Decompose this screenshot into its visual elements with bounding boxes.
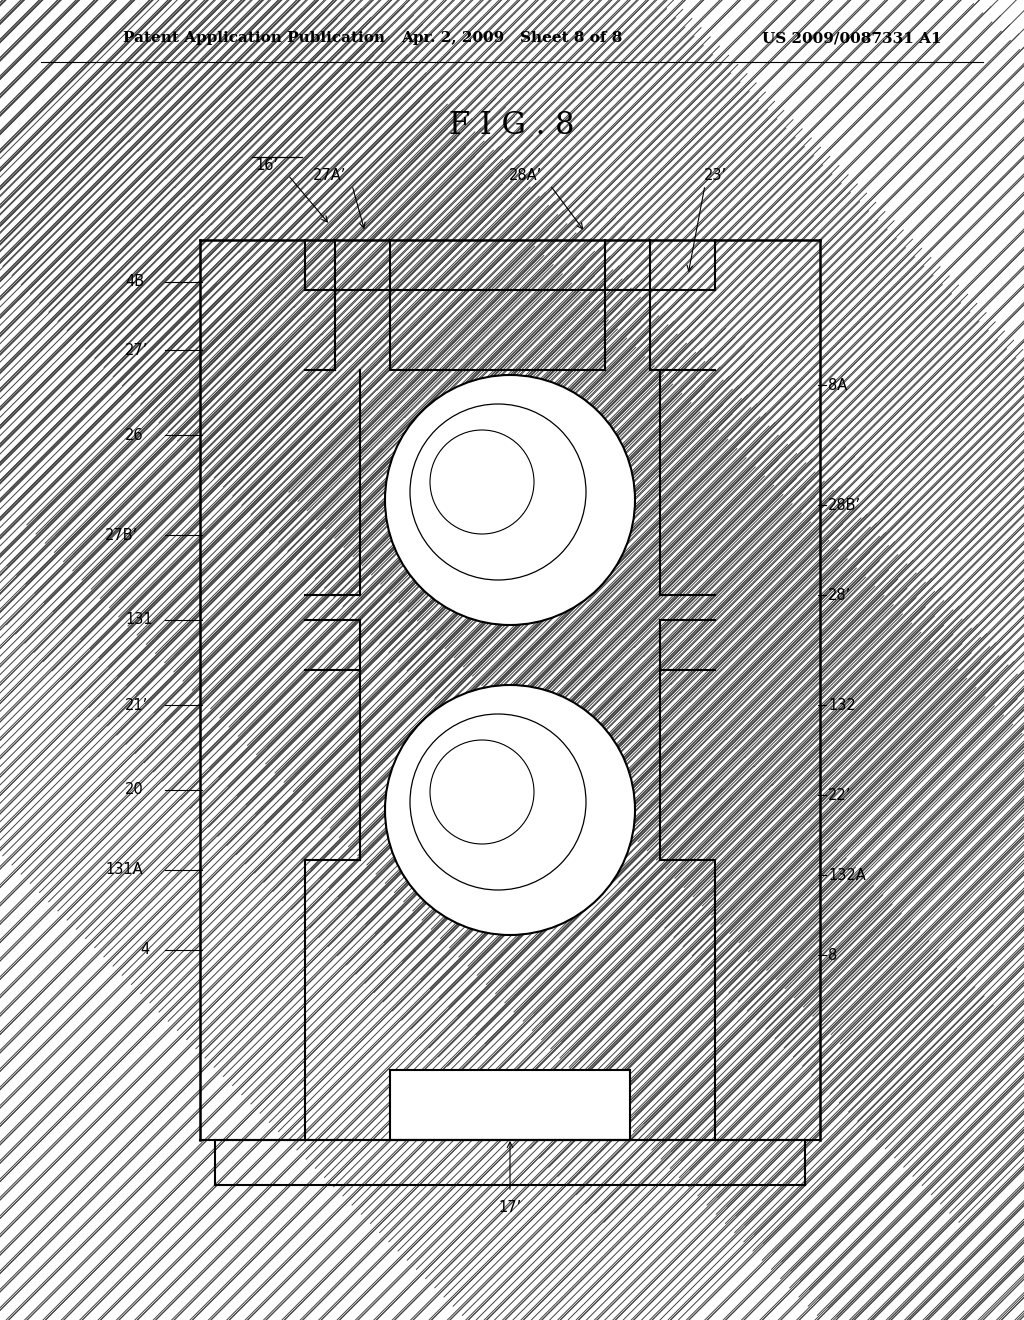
Text: 26: 26	[125, 428, 143, 442]
Bar	[660, 370, 715, 595]
Text: 4: 4	[140, 942, 150, 957]
Bar	[715, 240, 820, 1140]
Circle shape	[385, 685, 635, 935]
Text: 27B’: 27B’	[105, 528, 138, 543]
Text: 17’: 17’	[499, 1200, 521, 1216]
Text: 131: 131	[125, 612, 153, 627]
Text: 27’: 27’	[125, 342, 148, 358]
Text: 131A: 131A	[105, 862, 142, 878]
Text: 20: 20	[125, 783, 143, 797]
Text: US 2009/0087331 A1: US 2009/0087331 A1	[763, 30, 942, 45]
Bar	[200, 240, 305, 1140]
Text: 16’: 16’	[255, 157, 279, 173]
Bar	[305, 671, 360, 861]
Circle shape	[385, 375, 635, 624]
Text: 132A: 132A	[828, 867, 865, 883]
Text: 8A: 8A	[828, 378, 847, 392]
Bar	[305, 620, 360, 671]
Bar	[305, 240, 715, 290]
Text: 28A’: 28A’	[508, 168, 542, 182]
Bar	[305, 370, 360, 595]
Text: F I G . 8: F I G . 8	[450, 110, 574, 140]
Text: 132: 132	[828, 697, 856, 713]
Text: 22’: 22’	[828, 788, 851, 803]
Bar	[305, 861, 715, 1140]
Text: 8: 8	[828, 948, 838, 962]
Text: 28B’: 28B’	[828, 498, 861, 512]
Text: 21’: 21’	[125, 697, 148, 713]
Text: 28’: 28’	[828, 587, 851, 602]
Text: 27A’: 27A’	[313, 168, 347, 182]
Bar	[660, 671, 715, 861]
Bar	[200, 240, 820, 1140]
Text: Patent Application Publication: Patent Application Publication	[123, 30, 385, 45]
Bar	[390, 1071, 630, 1140]
Bar	[335, 240, 390, 370]
Bar	[605, 240, 650, 370]
Bar	[660, 620, 715, 671]
Text: Apr. 2, 2009   Sheet 8 of 8: Apr. 2, 2009 Sheet 8 of 8	[401, 30, 623, 45]
Text: 4B: 4B	[125, 275, 144, 289]
Text: 23’: 23’	[703, 168, 727, 182]
